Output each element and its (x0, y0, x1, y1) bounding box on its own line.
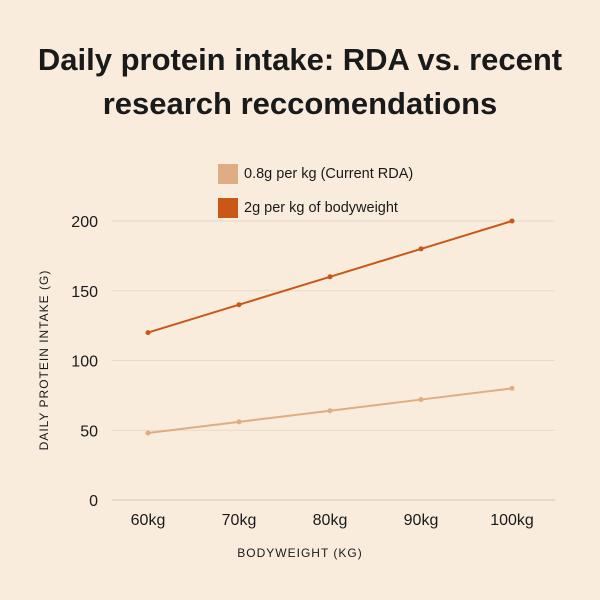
data-point (418, 397, 424, 403)
data-point (509, 218, 515, 224)
chart-title: Daily protein intake: RDA vs. recent res… (37, 42, 563, 121)
data-point (145, 430, 151, 436)
x-tick-label: 80kg (313, 512, 348, 529)
x-tick-label: 70kg (222, 512, 257, 529)
legend-swatch (218, 198, 238, 218)
legend-item-rda: 0.8g per kg (Current RDA) (218, 157, 413, 191)
x-axis-label: BODYWEIGHT (KG) (237, 546, 363, 560)
x-tick-label: 100kg (490, 512, 534, 529)
y-tick-label: 150 (71, 284, 98, 301)
legend-label: 2g per kg of bodyweight (244, 200, 398, 216)
data-point (418, 246, 424, 252)
data-point (236, 419, 242, 425)
legend-swatch (218, 164, 238, 184)
data-point (145, 330, 151, 336)
data-point (327, 274, 333, 280)
y-tick-label: 100 (71, 354, 98, 371)
data-point (236, 302, 242, 308)
x-tick-label: 90kg (404, 512, 439, 529)
data-point (509, 385, 515, 391)
data-point (327, 408, 333, 414)
legend-item-2g: 2g per kg of bodyweight (218, 191, 413, 225)
legend-label: 0.8g per kg (Current RDA) (244, 166, 414, 182)
y-tick-label: 0 (89, 493, 98, 510)
x-tick-label: 60kg (131, 512, 166, 529)
y-tick-label: 50 (80, 423, 98, 440)
legend: 0.8g per kg (Current RDA) 2g per kg of b… (218, 157, 413, 225)
y-tick-label: 200 (71, 214, 98, 231)
